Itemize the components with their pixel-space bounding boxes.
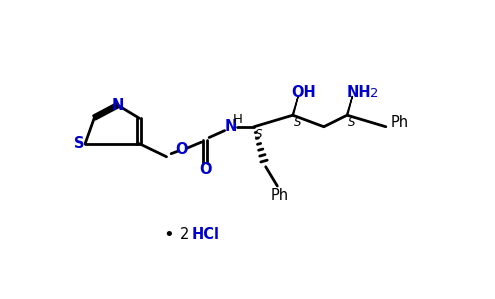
Text: S: S: [294, 116, 301, 129]
Text: •: •: [163, 225, 174, 244]
Text: S: S: [74, 136, 84, 151]
Text: N: N: [225, 119, 237, 134]
Text: HCl: HCl: [191, 227, 219, 242]
Polygon shape: [292, 96, 298, 116]
Text: NH: NH: [346, 85, 371, 100]
Text: H: H: [233, 112, 243, 126]
Text: OH: OH: [291, 85, 316, 100]
Text: O: O: [176, 142, 188, 157]
Text: 2: 2: [180, 227, 189, 242]
Text: O: O: [199, 161, 211, 177]
Polygon shape: [346, 96, 352, 116]
Text: S: S: [348, 116, 355, 129]
Text: Ph: Ph: [391, 115, 409, 130]
Text: N: N: [111, 98, 124, 113]
Text: Ph: Ph: [271, 188, 289, 203]
Text: 2: 2: [370, 87, 379, 100]
Text: S: S: [255, 128, 262, 141]
